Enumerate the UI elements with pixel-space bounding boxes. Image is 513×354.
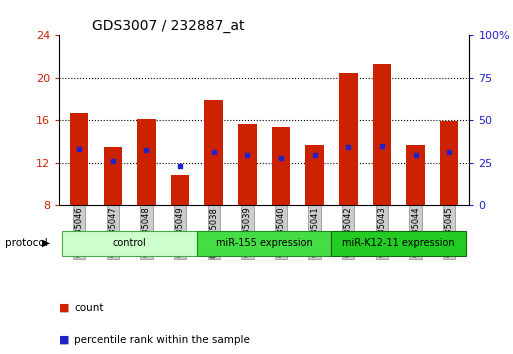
Bar [197,231,331,256]
Text: control: control [113,238,147,249]
Bar [272,127,290,205]
Bar [238,124,256,205]
Text: ■: ■ [59,303,69,313]
Bar [339,73,358,205]
Bar [137,119,156,205]
Bar [104,147,122,205]
Text: miR-155 expression: miR-155 expression [216,238,312,249]
Bar [305,145,324,205]
Text: protocol: protocol [5,238,48,248]
Bar [63,231,197,256]
Text: count: count [74,303,104,313]
Bar [406,145,425,205]
Bar [440,121,459,205]
Bar [372,64,391,205]
Bar [331,231,466,256]
Text: ▶: ▶ [42,238,50,248]
Text: GDS3007 / 232887_at: GDS3007 / 232887_at [92,19,244,33]
Bar [70,113,88,205]
Text: ■: ■ [59,335,69,345]
Text: percentile rank within the sample: percentile rank within the sample [74,335,250,345]
Bar [171,175,189,205]
Text: miR-K12-11 expression: miR-K12-11 expression [343,238,455,249]
Bar [205,100,223,205]
